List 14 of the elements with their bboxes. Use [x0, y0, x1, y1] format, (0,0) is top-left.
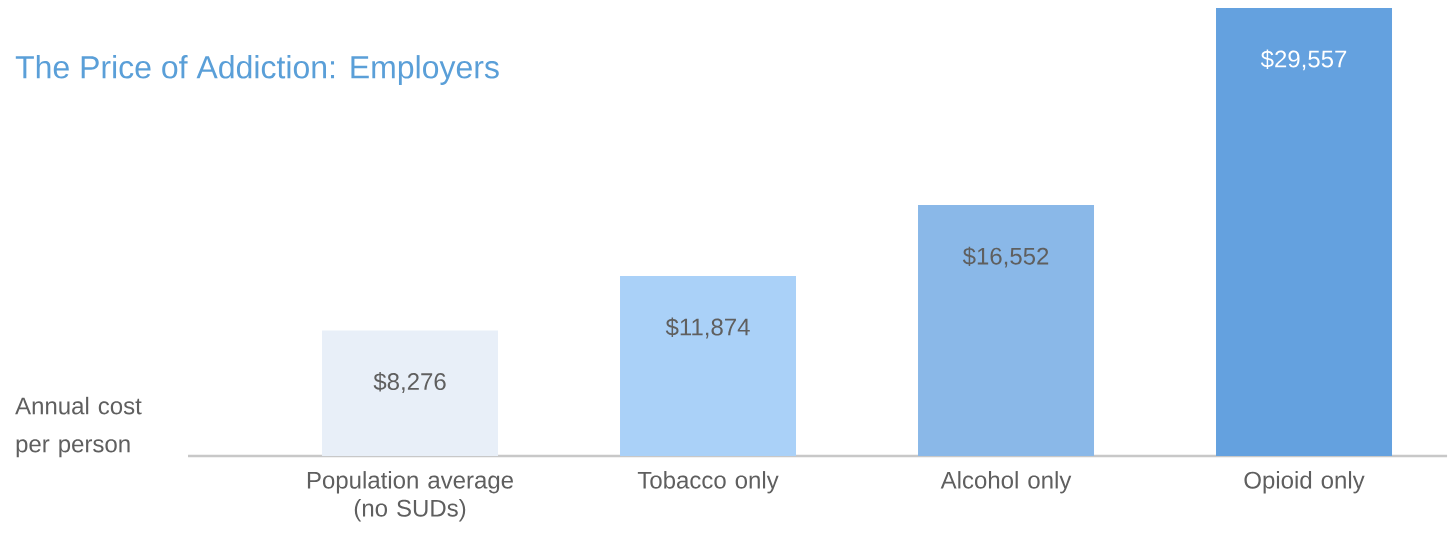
bar [1216, 7, 1393, 456]
bar [322, 330, 499, 456]
x-tick-label: Tobacco only [637, 471, 779, 494]
data-label: $29,557 [1260, 49, 1347, 71]
bar [918, 205, 1095, 456]
x-tick-label: Opioid only [1244, 471, 1365, 494]
text: The Price of Addiction: Employers [15, 55, 499, 85]
bar [620, 275, 797, 456]
data-label: $16,552 [962, 246, 1049, 268]
x-tick-label: Alcohol only [940, 471, 1072, 494]
data-label: $8,276 [373, 372, 446, 393]
x-tick-label: Population average (no SUDs) [307, 471, 513, 522]
data-label: $11,874 [665, 317, 750, 339]
text: Annual cost per person [15, 396, 142, 458]
